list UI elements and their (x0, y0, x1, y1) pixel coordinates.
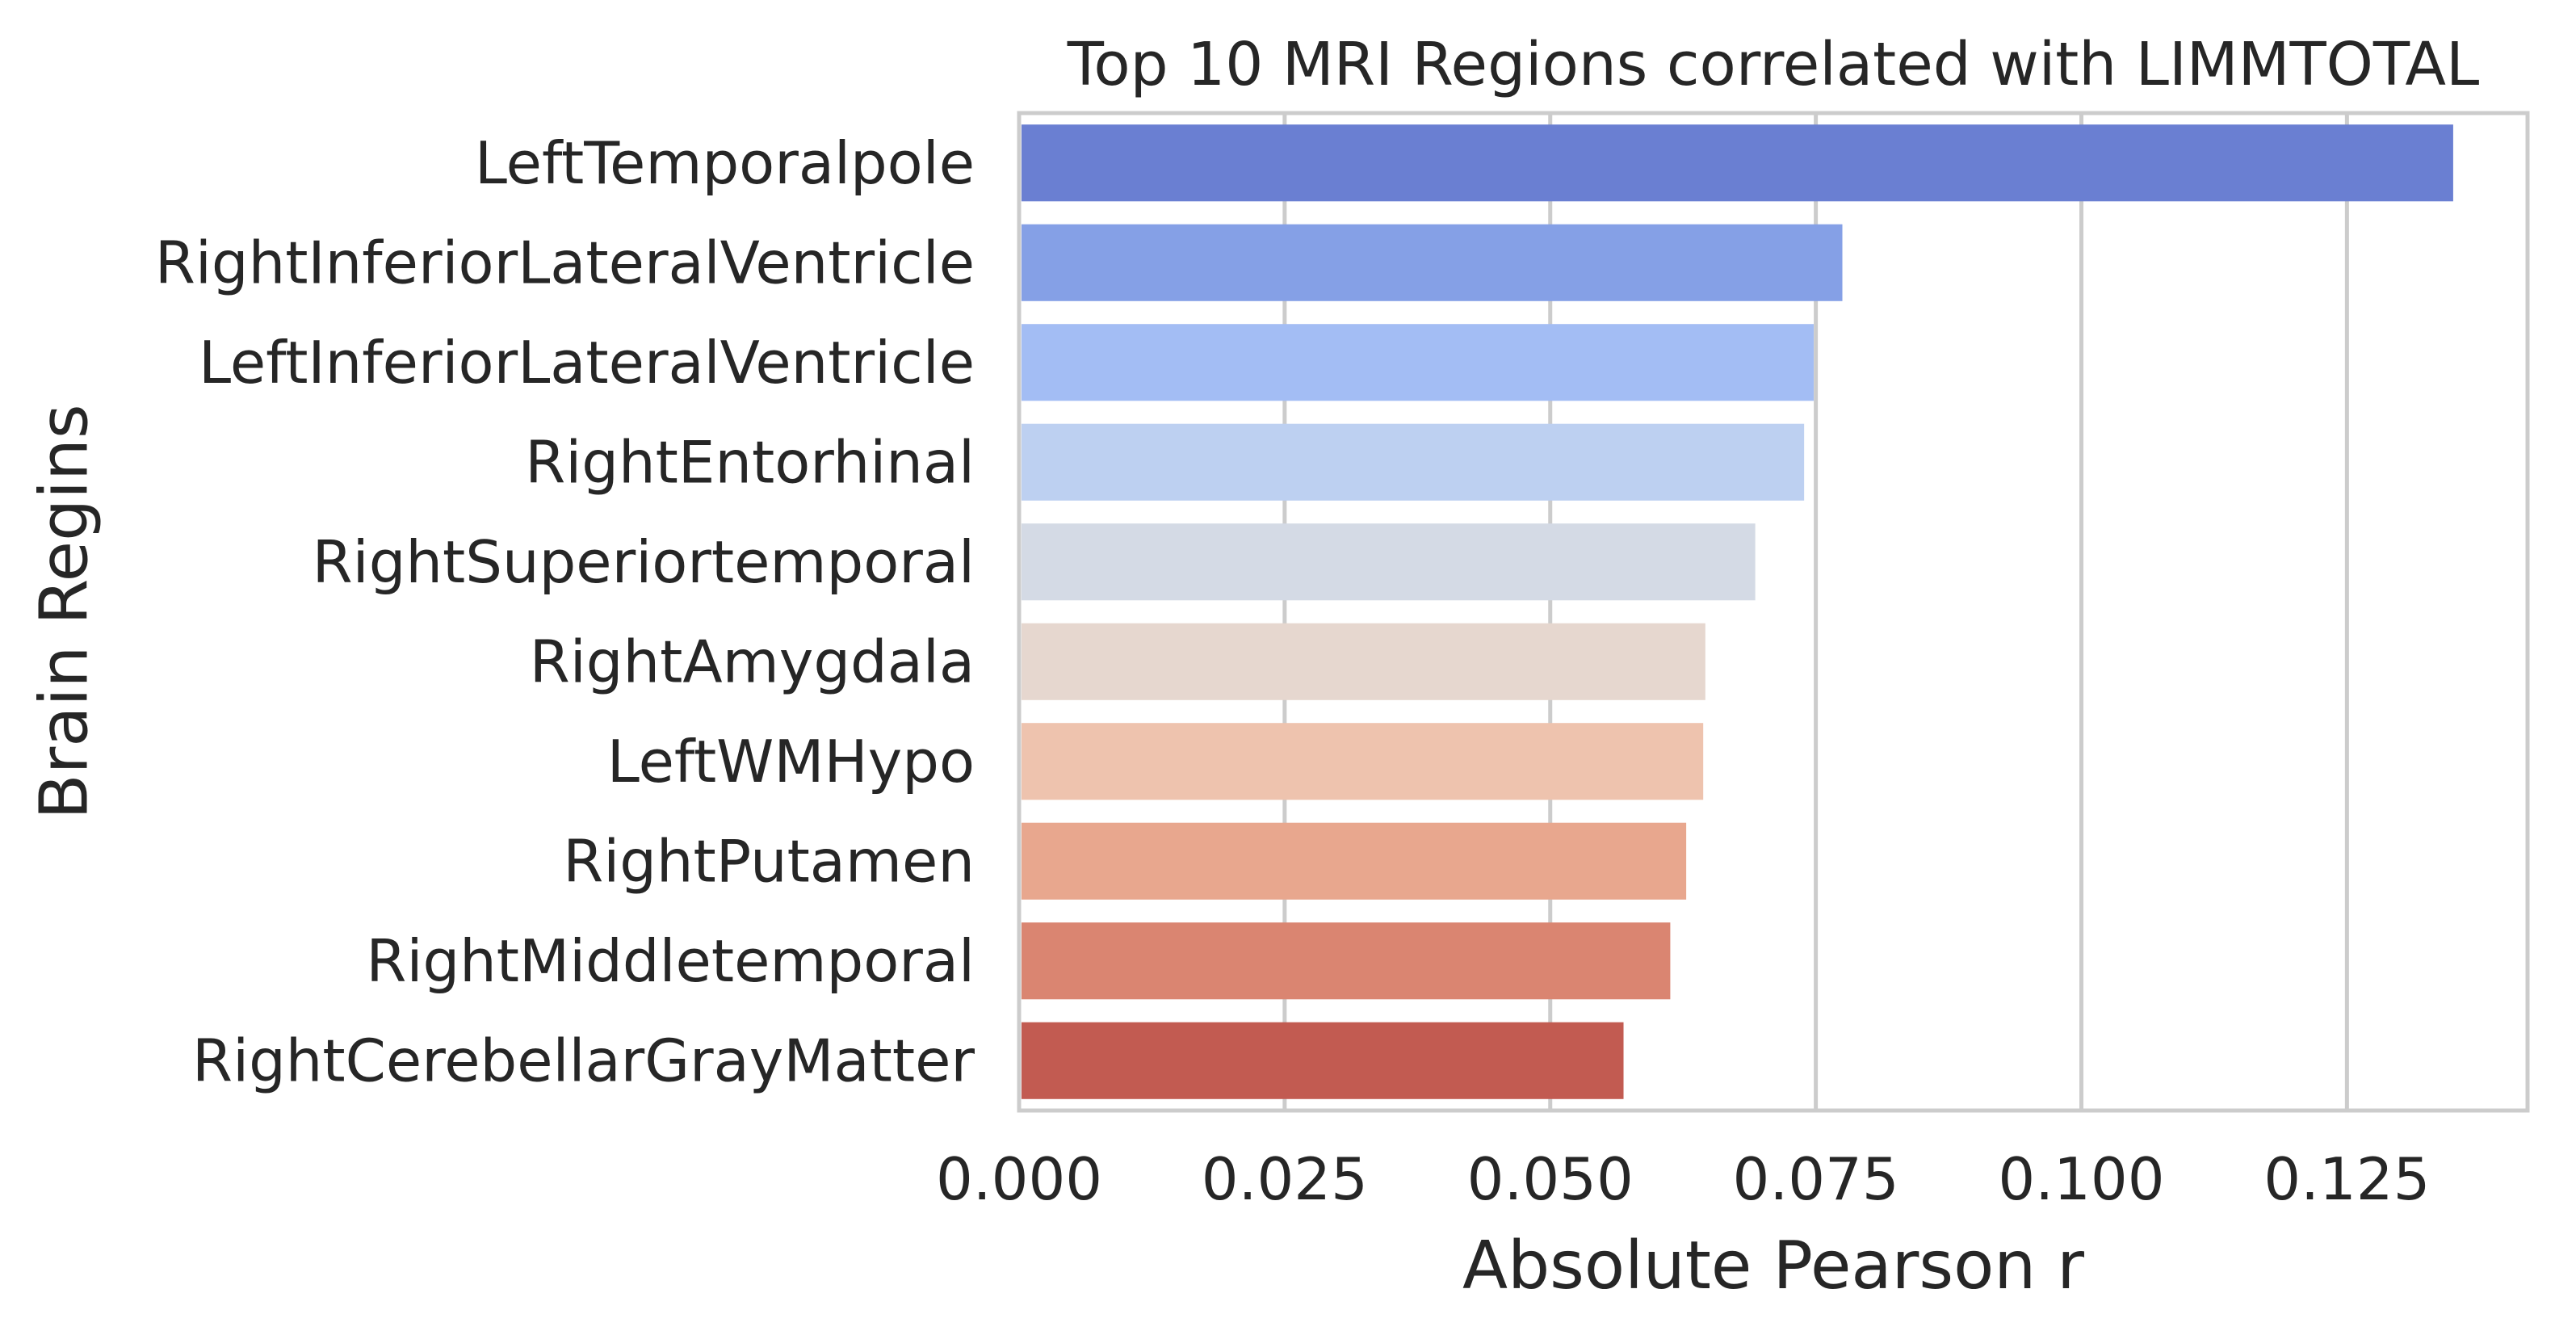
y-category-label: RightCerebellarGrayMatter (192, 1027, 975, 1094)
bar (1022, 124, 2453, 202)
y-category-label: RightSuperiortemporal (313, 528, 975, 596)
y-axis-category-labels: LeftTemporalpole RightInferiorLateralVent… (155, 129, 975, 1095)
bar (1022, 822, 1687, 900)
y-category-label: LeftWMHypo (607, 728, 975, 796)
x-tick-label: 0.075 (1733, 1145, 1899, 1213)
bars (1022, 124, 2453, 1099)
plot-frame (1017, 111, 2530, 1113)
y-category-label: LeftTemporalpole (475, 129, 975, 197)
bar (1022, 423, 1805, 501)
bar (1022, 324, 1814, 401)
bar (1022, 623, 1705, 700)
chart-title: Top 10 MRI Regions correlated with LIMMT… (1067, 30, 2479, 99)
y-category-label: RightPutamen (563, 827, 975, 895)
bar (1022, 1022, 1624, 1099)
y-axis-label: Brain Regins (27, 404, 103, 819)
bar (1022, 224, 1843, 301)
bar (1022, 523, 1756, 601)
x-tick-label: 0.050 (1467, 1145, 1634, 1213)
x-tick-label: 0.100 (1998, 1145, 2164, 1213)
x-tick-label: 0.125 (2263, 1145, 2430, 1213)
x-tick-label: 0.000 (936, 1145, 1102, 1213)
x-axis-label: Absolute Pearson r (1462, 1228, 2084, 1304)
bar (1022, 723, 1704, 800)
bar (1022, 922, 1671, 1000)
y-category-label: LeftInferiorLateralVentricle (199, 329, 975, 397)
y-category-label: RightMiddletemporal (366, 927, 975, 995)
y-category-label: RightAmygdala (530, 628, 975, 695)
y-category-label: RightEntorhinal (525, 428, 975, 496)
y-category-label: RightInferiorLateralVentricle (155, 229, 975, 296)
x-axis-ticks: 0.000 0.025 0.050 0.075 0.100 0.125 (936, 1145, 2430, 1213)
x-tick-label: 0.025 (1202, 1145, 1368, 1213)
